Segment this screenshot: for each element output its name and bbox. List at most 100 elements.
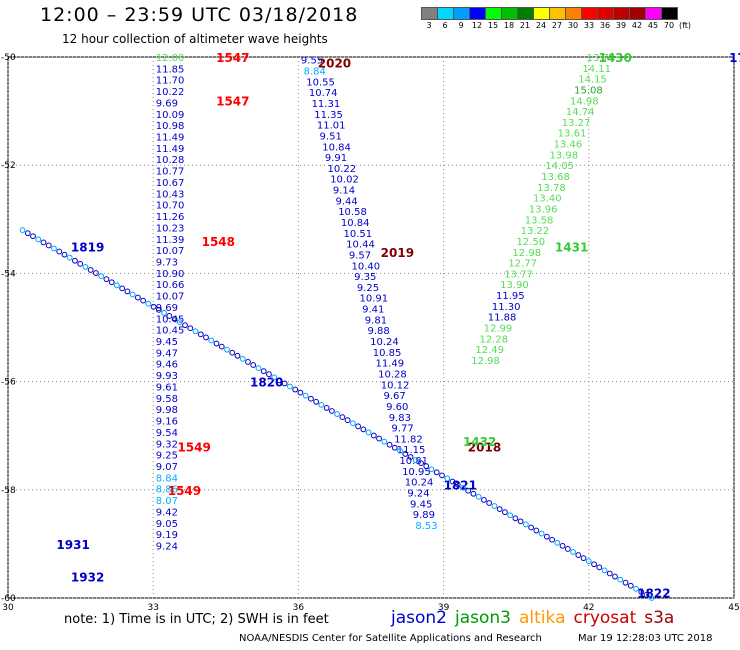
- jason2-point: [328, 408, 335, 414]
- wave-height-value: 9.05: [156, 519, 178, 530]
- jason2-point: [313, 398, 320, 405]
- y-tick-label: -50: [1, 53, 16, 63]
- wave-height-value: 9.42: [156, 507, 178, 518]
- wave-height-value: 9.24: [156, 542, 178, 553]
- pass-time-label: 1549: [177, 441, 210, 455]
- wave-height-value: 13.27: [562, 118, 591, 129]
- jason2-point: [114, 282, 120, 289]
- jason2-point: [423, 463, 430, 470]
- jason2-point: [129, 291, 136, 298]
- pass-time-label: 1735: [729, 51, 740, 65]
- wave-height-value: 8.84: [304, 67, 326, 78]
- jason2-point: [266, 371, 272, 378]
- color-scale-label: 15: [487, 21, 499, 30]
- wave-height-value: 9.46: [156, 360, 178, 371]
- jason2-point: [407, 454, 414, 460]
- wave-height-value: 9.93: [156, 371, 178, 382]
- y-tick-label: -58: [1, 486, 16, 496]
- color-scale-label: 42: [631, 21, 643, 30]
- jason2-point: [349, 420, 356, 427]
- jason2-point: [203, 334, 209, 341]
- wave-height-value: 13.61: [558, 129, 587, 140]
- jason2-point: [171, 316, 178, 322]
- jason2-point: [119, 285, 126, 292]
- jason2-point: [323, 405, 330, 411]
- color-scale-label: 18: [503, 21, 515, 30]
- jason2-point: [250, 362, 257, 368]
- jason2-point: [627, 582, 634, 589]
- jason2-point: [124, 288, 131, 295]
- jason2-point: [187, 325, 194, 332]
- jason2-point: [208, 337, 215, 344]
- wave-height-value: 9.44: [336, 196, 358, 207]
- wave-height-value: 9.69: [156, 303, 178, 314]
- jason2-point: [412, 457, 419, 463]
- wave-height-value: 13.46: [554, 140, 583, 151]
- wave-height-value: 11.35: [314, 110, 343, 121]
- color-scale-label: 70: [663, 21, 675, 30]
- y-tick-label: -56: [1, 378, 16, 388]
- timestamp: Mar 19 12:28:03 UTC 2018: [578, 633, 713, 644]
- wave-height-value: 10.40: [351, 261, 380, 272]
- pass-time-label: 2018: [468, 441, 501, 455]
- jason2-point: [287, 383, 293, 390]
- wave-height-value: 9.77: [391, 424, 413, 435]
- wave-height-value: 11.70: [156, 76, 185, 87]
- jason2-point: [643, 592, 650, 598]
- jason2-point: [224, 346, 230, 353]
- x-tick-label: 39: [438, 603, 450, 613]
- credit-text: NOAA/NESDIS Center for Satellite Applica…: [239, 633, 542, 644]
- jason2-point: [24, 230, 31, 237]
- wave-height-value: 10.02: [330, 175, 359, 186]
- wave-height-value: 11.39: [156, 235, 185, 246]
- jason2-point: [496, 506, 503, 512]
- jason2-point: [376, 435, 382, 442]
- jason2-point: [234, 352, 241, 359]
- wave-height-value: 14.15: [578, 75, 607, 86]
- jason2-point: [554, 539, 561, 546]
- jason2-point: [30, 233, 36, 240]
- jason2-point: [370, 432, 377, 439]
- wave-height-value: 9.98: [156, 405, 178, 416]
- jason2-point: [570, 549, 576, 555]
- color-scale-label: 45: [647, 21, 659, 30]
- jason2-point: [108, 279, 115, 286]
- jason2-point: [517, 518, 524, 525]
- jason2-point: [633, 585, 639, 592]
- mission-legend-jason2: jason2: [391, 608, 447, 628]
- wave-height-value: 9.83: [389, 413, 411, 424]
- wave-height-value: 14.74: [566, 107, 595, 118]
- x-tick-label: 36: [293, 603, 305, 613]
- jason2-point: [601, 567, 608, 574]
- jason2-point: [140, 297, 147, 304]
- color-scale-label: 12: [471, 21, 483, 30]
- wave-height-value: 11.95: [496, 291, 525, 302]
- chart-subtitle: 12 hour collection of altimeter wave hei…: [62, 32, 328, 46]
- wave-height-value: 11.88: [488, 313, 517, 324]
- jason2-point: [77, 260, 84, 267]
- pass-time-label: 1547: [216, 51, 249, 65]
- jason2-point: [512, 515, 519, 522]
- wave-height-value: 8.07: [156, 496, 178, 507]
- wave-height-value: 10.23: [156, 223, 185, 234]
- jason2-point: [297, 389, 304, 396]
- wave-height-value: 10.28: [156, 155, 185, 166]
- wave-height-value: 10.44: [346, 240, 375, 251]
- jason2-point: [585, 558, 592, 565]
- jason2-point: [465, 487, 472, 494]
- wave-height-value: 10.85: [373, 348, 402, 359]
- jason2-point: [255, 365, 262, 371]
- wave-height-value: 10.12: [381, 380, 410, 391]
- jason2-point: [93, 270, 99, 276]
- jason2-point: [470, 490, 477, 497]
- jason2-point: [260, 368, 267, 375]
- pass-time-label: 1932: [71, 570, 104, 584]
- jason2-point: [98, 273, 105, 280]
- wave-height-value: 14.98: [570, 96, 599, 107]
- color-scale-label: 36: [599, 21, 611, 30]
- wave-height-value: 13.77: [586, 53, 615, 64]
- wave-height-value: 9.47: [156, 348, 178, 359]
- jason2-point: [606, 570, 613, 577]
- jason2-point: [502, 509, 508, 516]
- mission-legend-altika: altika: [519, 608, 566, 628]
